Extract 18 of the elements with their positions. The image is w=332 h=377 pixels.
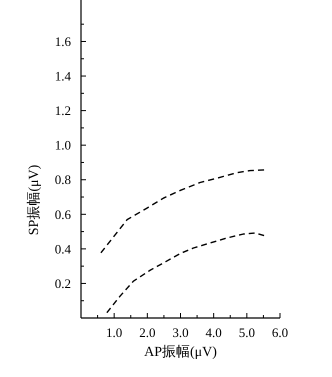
line-series [106,232,265,314]
y-tick-label: 1.4 [54,68,72,84]
x-tick-label: 1.0 [106,325,122,340]
y-axis-title: SP振幅(μV) [26,164,42,236]
y-tick-label: 0.2 [54,276,71,291]
y-tick-label: 1.0 [54,138,71,153]
y-tick-label: 0.6 [54,206,72,222]
y-tick-label: 0.4 [54,241,72,256]
y-tick-label: 1.2 [54,103,71,118]
x-tick-label: 5.0 [238,325,255,340]
x-axis-title: AP振幅(μV) [144,344,218,360]
x-tick-label: 2.0 [139,325,156,340]
x-tick-label: 3.0 [172,325,189,340]
x-tick-label: 6.0 [272,325,288,340]
y-tick-label: 1.6 [54,34,72,49]
y-tick-label: 0.8 [54,172,71,188]
x-tick-label: 4.0 [206,325,222,340]
line-series [100,169,265,254]
